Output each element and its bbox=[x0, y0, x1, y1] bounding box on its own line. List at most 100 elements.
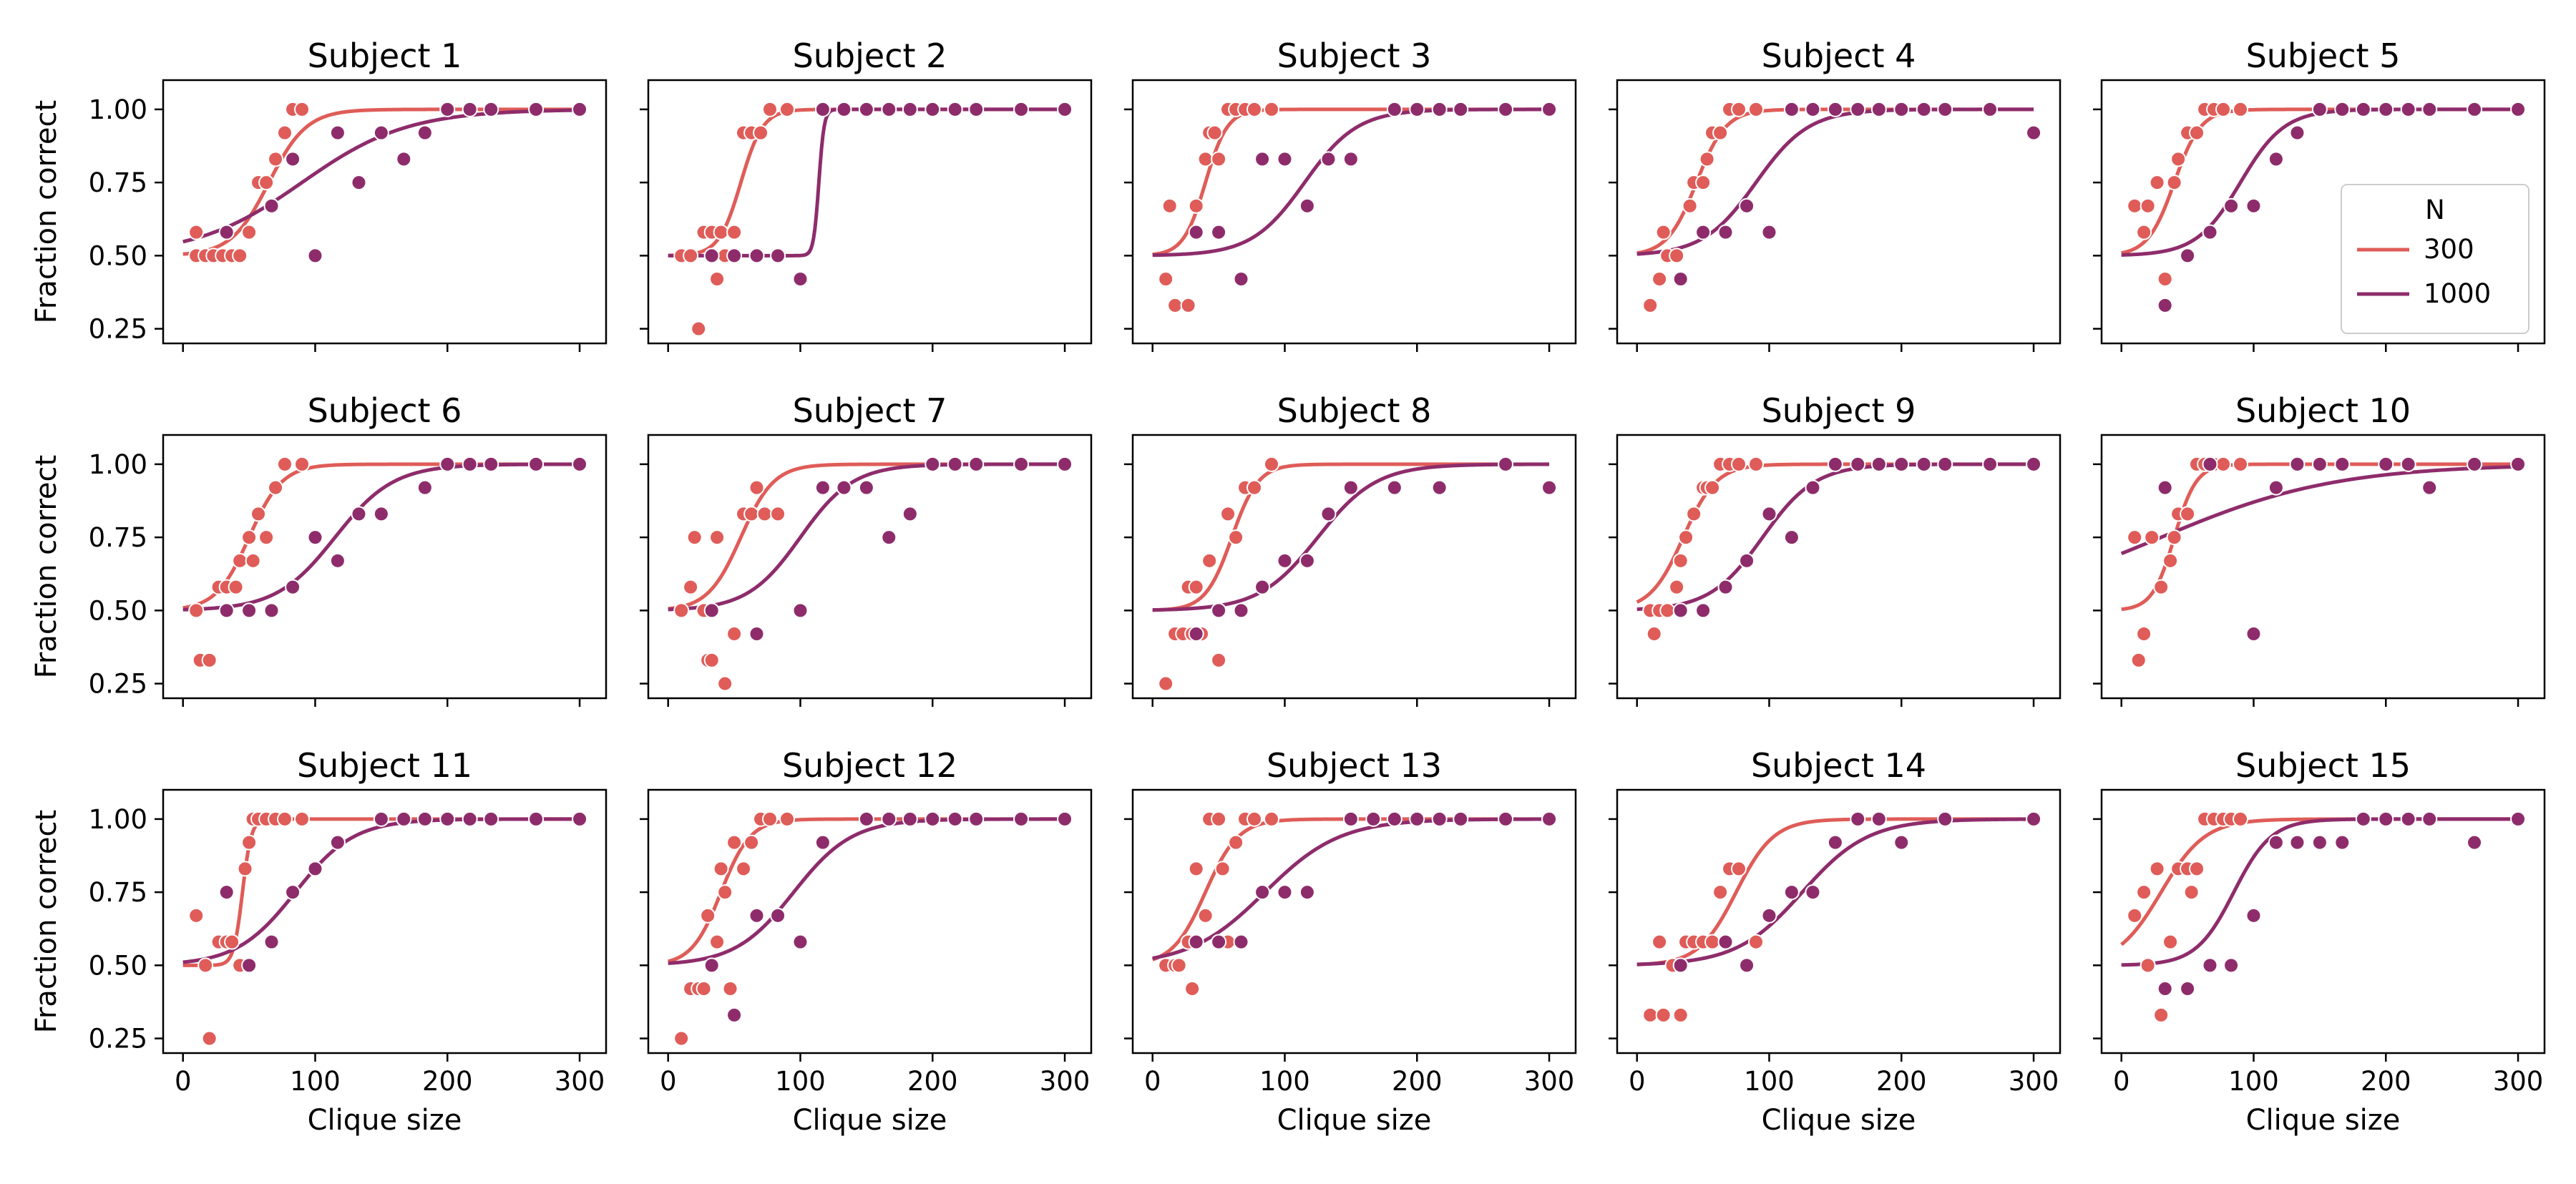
panel-15-point-300-14 bbox=[2233, 811, 2249, 827]
panel-12-point-300-8 bbox=[722, 981, 738, 997]
panel-12-point-1000-12 bbox=[1013, 811, 1030, 827]
panel-12-point-1000-10 bbox=[947, 811, 963, 827]
panel-5-point-300-12 bbox=[2233, 101, 2249, 117]
panel-14-point-1000-2 bbox=[1739, 957, 1755, 974]
panel-7-point-1000-2 bbox=[792, 602, 809, 619]
panel-2-point-300-6 bbox=[713, 224, 729, 240]
panel-1-point-1000-2 bbox=[285, 151, 301, 167]
panel-7-point-1000-6 bbox=[881, 529, 897, 546]
panel-1-point-1000-8 bbox=[416, 124, 433, 141]
panel-10-point-1000-1 bbox=[2202, 456, 2218, 472]
panel-15-point-1000-6 bbox=[2289, 834, 2306, 851]
panel-4-point-1000-12 bbox=[1937, 101, 1953, 117]
panel-1-point-300-13 bbox=[294, 101, 311, 117]
panel-2-title: Subject 2 bbox=[793, 36, 947, 75]
panel-11-point-1000-5 bbox=[329, 834, 346, 851]
panel-5-point-1000-14 bbox=[2510, 101, 2527, 117]
panel-15-point-300-2 bbox=[2140, 957, 2156, 974]
panel-10-fit-1000 bbox=[2120, 464, 2519, 556]
panel-9-point-1000-8 bbox=[1850, 456, 1866, 472]
panel-14-point-1000-8 bbox=[1870, 811, 1887, 827]
panel-3-point-1000-4 bbox=[1277, 151, 1293, 167]
panel-1-point-1000-11 bbox=[483, 101, 499, 117]
panel-14-point-1000-10 bbox=[1937, 811, 1953, 827]
panel-12-point-1000-13 bbox=[1057, 811, 1073, 827]
panel-12-point-1000-1 bbox=[726, 1007, 743, 1023]
panel-11-xtick-label-1: 100 bbox=[290, 1066, 341, 1097]
panel-14-frame bbox=[1616, 788, 2062, 1055]
panel-11-point-1000-10 bbox=[462, 811, 478, 827]
panel-7-point-300-5 bbox=[703, 652, 720, 668]
panel-10-point-300-6 bbox=[2166, 529, 2182, 546]
panel-6-point-1000-2 bbox=[263, 602, 280, 619]
panel-6-ytick-label-0: 0.25 bbox=[89, 669, 147, 700]
panel-8-point-1000-6 bbox=[1320, 506, 1337, 522]
panel-2-point-300-1 bbox=[683, 248, 699, 264]
panel-7-point-300-0 bbox=[673, 602, 690, 619]
panel-13-point-1000-1 bbox=[1211, 934, 1227, 950]
panel-14-point-300-1 bbox=[1652, 934, 1668, 950]
panel-12-point-300-13 bbox=[761, 811, 778, 827]
panel-5-point-1000-0 bbox=[2157, 297, 2173, 313]
panel-4-title: Subject 4 bbox=[1762, 36, 1916, 75]
panel-3-point-300-13 bbox=[1264, 101, 1280, 117]
panel-1-point-1000-6 bbox=[373, 124, 389, 141]
panel-12-xtick-label-2: 200 bbox=[907, 1066, 958, 1097]
panel-5-point-300-8 bbox=[2189, 124, 2205, 141]
panel-11-point-300-1 bbox=[197, 957, 214, 974]
panel-2-point-1000-2 bbox=[748, 248, 765, 264]
panel-12-point-300-14 bbox=[779, 811, 796, 827]
panel-8-point-1000-10 bbox=[1498, 456, 1514, 472]
panel-3-point-1000-6 bbox=[1320, 151, 1337, 167]
panel-13-point-300-8 bbox=[1211, 811, 1227, 827]
panel-8-title: Subject 8 bbox=[1277, 391, 1432, 430]
panel-10-point-1000-6 bbox=[2334, 456, 2351, 472]
panel-11-point-300-7 bbox=[237, 861, 253, 877]
panel-15-point-1000-5 bbox=[2268, 834, 2284, 851]
panel-15-point-1000-11 bbox=[2400, 811, 2416, 827]
panel-13-xtick-label-2: 200 bbox=[1392, 1066, 1443, 1097]
panel-12-fit-1000 bbox=[668, 817, 1065, 966]
panel-11-ytick-label-1: 0.50 bbox=[89, 950, 147, 981]
panel-9-point-1000-12 bbox=[1937, 456, 1953, 472]
panel-8-point-1000-5 bbox=[1299, 552, 1315, 569]
panel-8-point-300-8 bbox=[1211, 652, 1227, 668]
panel-9-point-1000-14 bbox=[2026, 456, 2042, 472]
panel-12-point-300-10 bbox=[736, 861, 752, 877]
panel-10-point-300-0 bbox=[2127, 529, 2143, 546]
panel-2-point-1000-7 bbox=[858, 101, 874, 117]
panel-7-title: Subject 7 bbox=[793, 391, 947, 430]
panel-10-point-300-1 bbox=[2130, 652, 2147, 668]
panel-11-point-1000-9 bbox=[439, 811, 456, 827]
panel-15-point-1000-7 bbox=[2311, 834, 2328, 851]
panel-4-point-300-5 bbox=[1682, 197, 1698, 214]
panel-4-point-300-7 bbox=[1695, 175, 1712, 191]
panel-15-fit-1000 bbox=[2121, 817, 2519, 967]
panel-1-point-300-7 bbox=[241, 224, 258, 240]
panel-14-point-1000-4 bbox=[1783, 884, 1800, 901]
panel-11-point-1000-1 bbox=[241, 957, 258, 974]
panel-10-point-1000-4 bbox=[2289, 456, 2306, 472]
panel-9-fit-1000 bbox=[1636, 462, 2034, 612]
panel-4-point-1000-10 bbox=[1893, 101, 1910, 117]
panel-2-point-1000-8 bbox=[881, 101, 897, 117]
panel-14-point-1000-9 bbox=[1893, 834, 1910, 851]
panel-1-point-300-11 bbox=[276, 124, 293, 141]
panel-12-point-1000-8 bbox=[902, 811, 918, 827]
panel-4-point-300-8 bbox=[1699, 151, 1715, 167]
panel-9-title: Subject 9 bbox=[1762, 391, 1916, 430]
panel-7-point-300-2 bbox=[686, 529, 703, 546]
panel-6-point-300-13 bbox=[294, 456, 311, 472]
panel-4-point-300-2 bbox=[1655, 224, 1672, 240]
panel-6-point-300-12 bbox=[276, 456, 293, 472]
panel-2-point-300-12 bbox=[761, 101, 778, 117]
panel-7-point-1000-7 bbox=[902, 506, 918, 522]
panel-13-point-1000-10 bbox=[1431, 811, 1448, 827]
panel-3-point-300-5 bbox=[1197, 151, 1214, 167]
panel-10-point-300-13 bbox=[2233, 456, 2249, 472]
panel-14-point-300-11 bbox=[1730, 861, 1747, 877]
panel-15-xlabel: Clique size bbox=[2246, 1104, 2401, 1137]
panel-5-title: Subject 5 bbox=[2246, 36, 2401, 75]
panel-1-ytick-label-0: 0.25 bbox=[89, 314, 147, 345]
